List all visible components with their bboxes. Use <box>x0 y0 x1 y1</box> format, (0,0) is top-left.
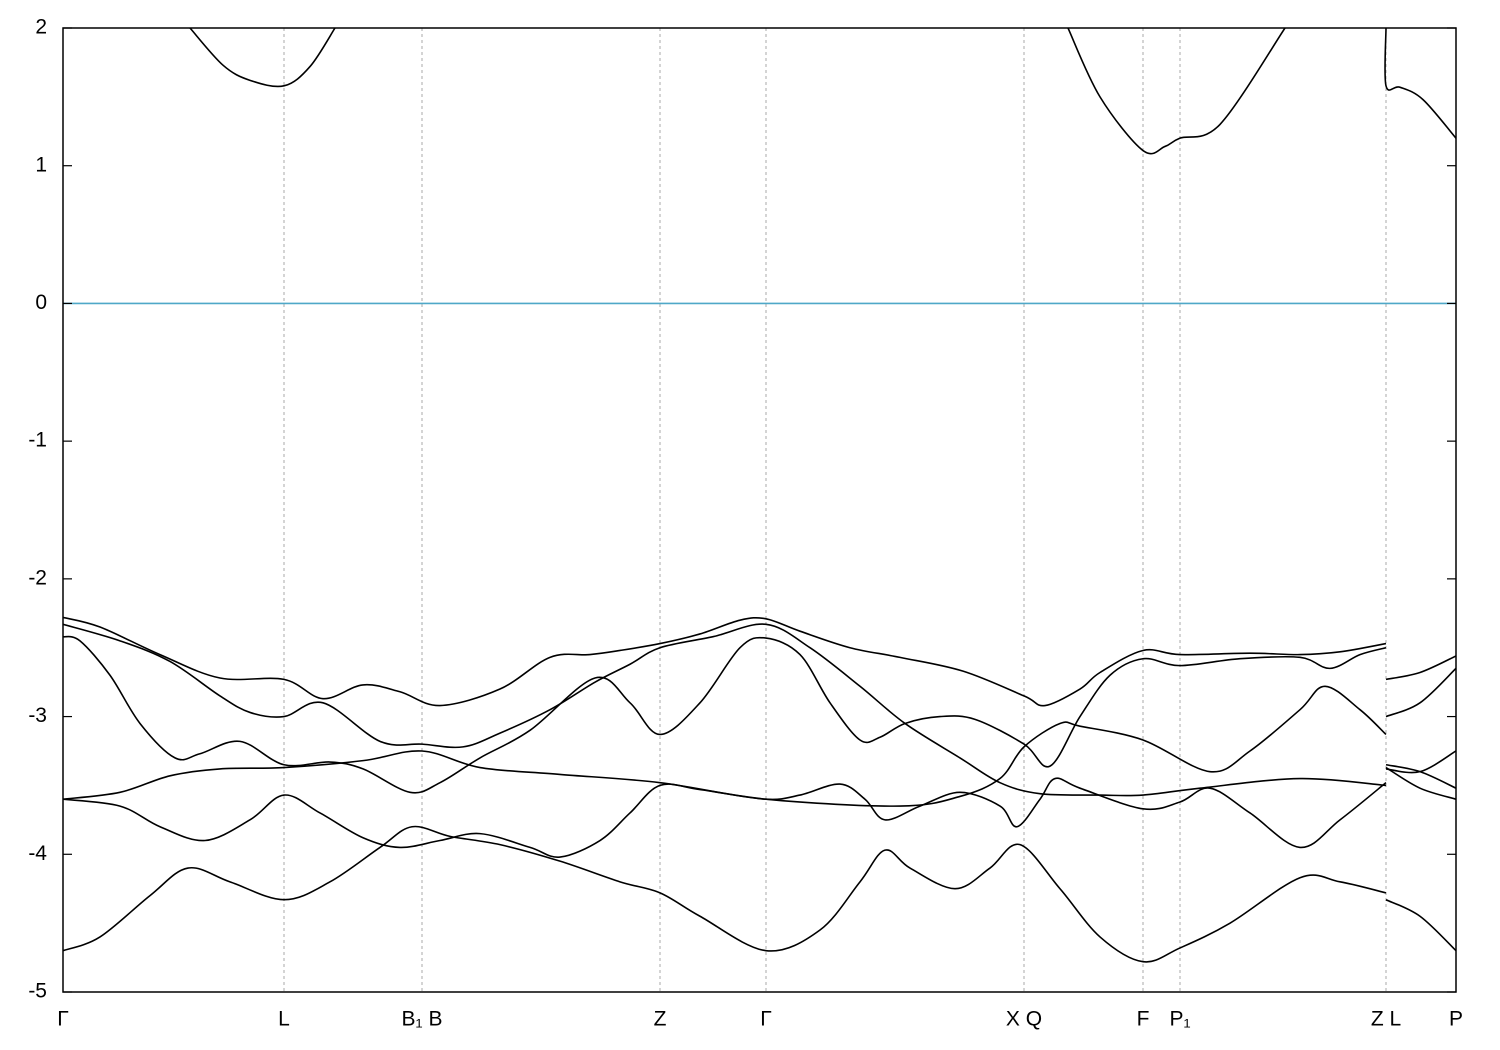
band-line <box>1067 28 1286 155</box>
x-tick-label: P <box>1449 1008 1463 1031</box>
x-tick-label: X Q <box>1006 1008 1042 1031</box>
axes-layer: -5 -4 -3 -2 -1 0 1 2 Γ L B₁ B Z Γ X Q F P₁ Z L P <box>28 16 1463 1031</box>
y-tick-label: 1 <box>35 153 47 176</box>
band-line <box>63 825 1387 963</box>
band-line <box>63 623 1387 797</box>
y-tick-label: -4 <box>28 842 47 865</box>
y-tick-label: 2 <box>35 16 47 39</box>
x-tick-label: B₁ B <box>402 1008 443 1031</box>
x-tick-label: Γ <box>57 1008 69 1031</box>
band-line <box>63 685 1387 807</box>
band-line <box>63 616 1387 707</box>
x-tick-label: Γ <box>760 1008 772 1031</box>
band-line <box>189 28 336 88</box>
x-tick-label: F <box>1137 1008 1150 1031</box>
grid-layer <box>62 28 1457 992</box>
band-line <box>63 777 1387 858</box>
band-line <box>1385 766 1456 800</box>
plot-area <box>63 28 1456 963</box>
x-tick-label: L <box>278 1008 290 1031</box>
y-tick-label: -5 <box>28 980 47 1003</box>
x-tick-label: Z <box>654 1008 667 1031</box>
band-line <box>1384 28 1456 139</box>
band-line <box>1385 655 1456 681</box>
x-tick-label: Z L <box>1371 1008 1401 1031</box>
band-line <box>1385 899 1456 952</box>
x-tick-label: P₁ <box>1169 1008 1190 1031</box>
band-line <box>1385 750 1456 774</box>
y-tick-label: -2 <box>28 566 47 589</box>
y-tick-label: 0 <box>35 291 47 314</box>
band-line <box>1385 667 1456 718</box>
y-tick-label: -3 <box>28 704 47 727</box>
band-line <box>1385 763 1456 789</box>
plot-frame <box>62 27 1457 993</box>
y-tick-label: -1 <box>28 429 47 452</box>
band-line <box>63 635 1387 794</box>
